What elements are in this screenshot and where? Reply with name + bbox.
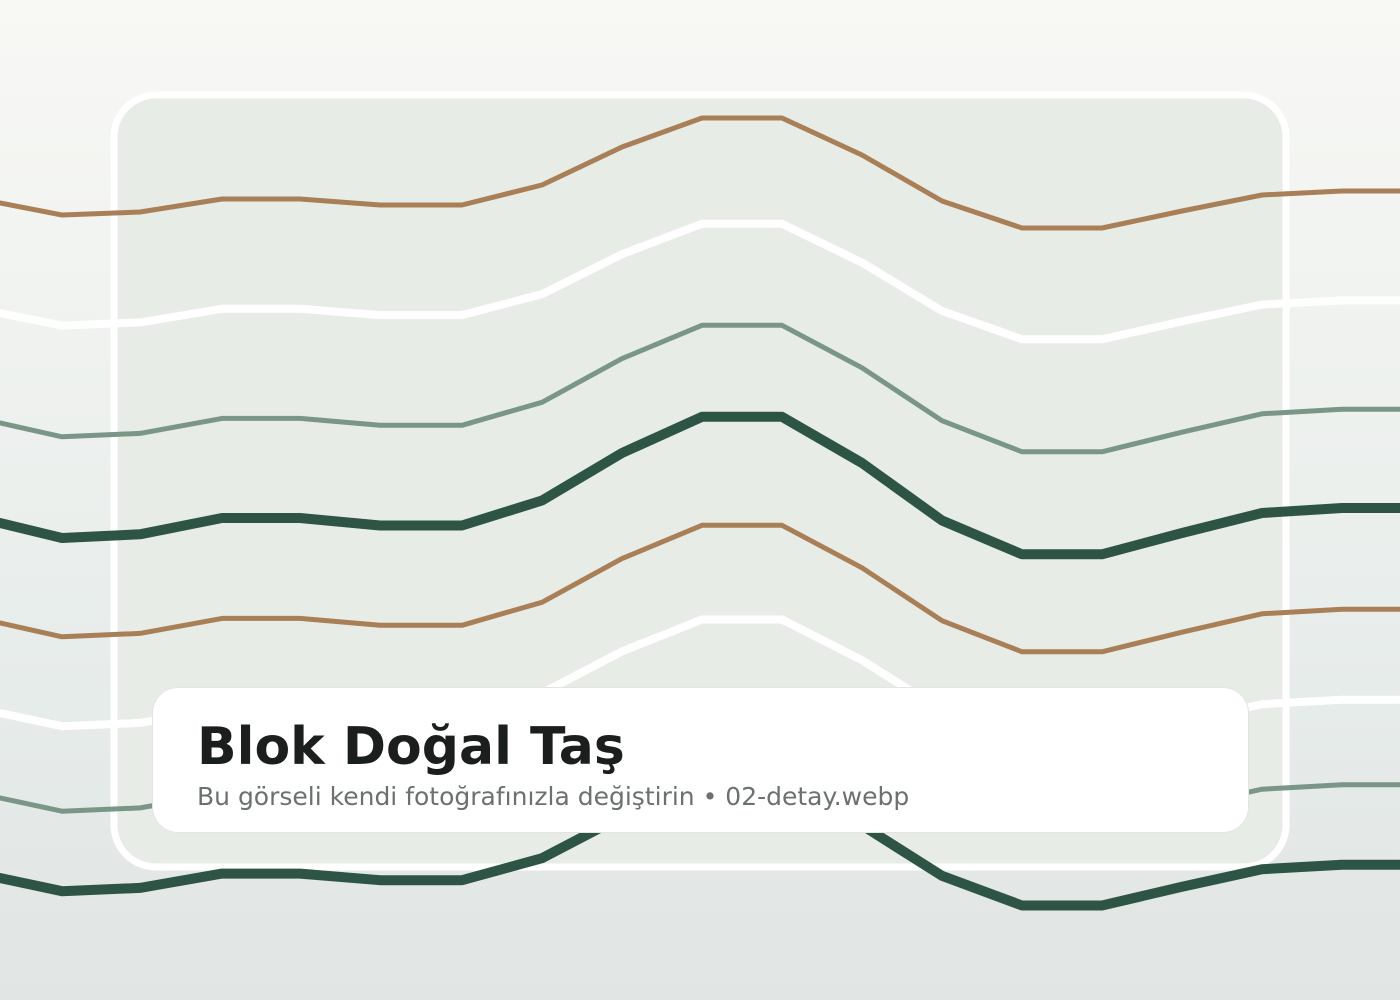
image-frame [110,91,1290,871]
wave-line-1 [0,115,1400,231]
wave-line-2 [0,219,1400,344]
image-placeholder-caption: Blok Doğal Taş Bu görseli kendi fotoğraf… [152,687,1249,833]
placeholder-title: Blok Doğal Taş [197,717,625,777]
wave-line-4 [0,411,1400,560]
wave-line-5 [0,522,1400,655]
placeholder-subtitle: Bu görseli kendi fotoğrafınızla değiştir… [197,782,910,811]
wave-line-3 [0,322,1400,455]
